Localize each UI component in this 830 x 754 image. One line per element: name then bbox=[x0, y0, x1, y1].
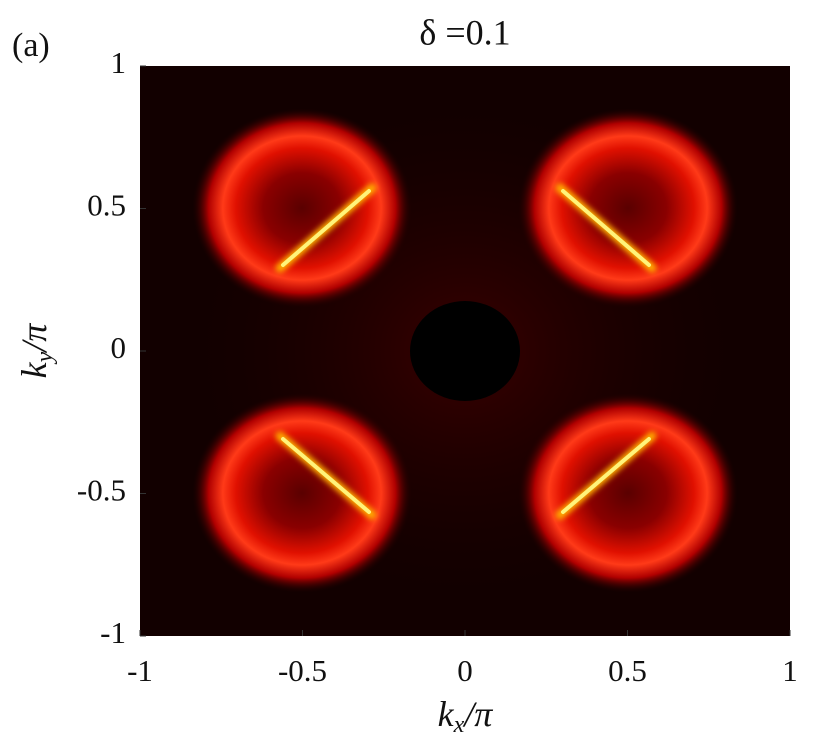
y-tick-label: 0 bbox=[111, 330, 127, 365]
y-label-base: k bbox=[14, 361, 54, 378]
x-tick-label: 0 bbox=[457, 653, 473, 688]
x-tick-label: -1 bbox=[127, 653, 153, 688]
panel-label: (a) bbox=[12, 27, 50, 64]
heatmap bbox=[140, 66, 790, 636]
y-axis-label: ky/π bbox=[14, 323, 57, 379]
x-axis-label: kx/π bbox=[438, 694, 494, 737]
y-label-rest: /π bbox=[14, 323, 54, 354]
x-label-base: k bbox=[438, 694, 455, 734]
y-tick-label: 0.5 bbox=[87, 188, 126, 223]
x-tick-label: -0.5 bbox=[278, 653, 327, 688]
chart-title: δ =0.1 bbox=[419, 12, 510, 52]
y-tick-label: 1 bbox=[111, 45, 127, 80]
x-tick-label: 1 bbox=[782, 653, 798, 688]
y-tick-label: -1 bbox=[100, 615, 126, 650]
x-tick-label: 0.5 bbox=[608, 653, 647, 688]
x-label-rest: /π bbox=[462, 694, 493, 734]
y-label-sub: y bbox=[32, 351, 58, 364]
y-tick-label: -0.5 bbox=[77, 473, 126, 508]
x-label-sub: x bbox=[453, 712, 465, 738]
